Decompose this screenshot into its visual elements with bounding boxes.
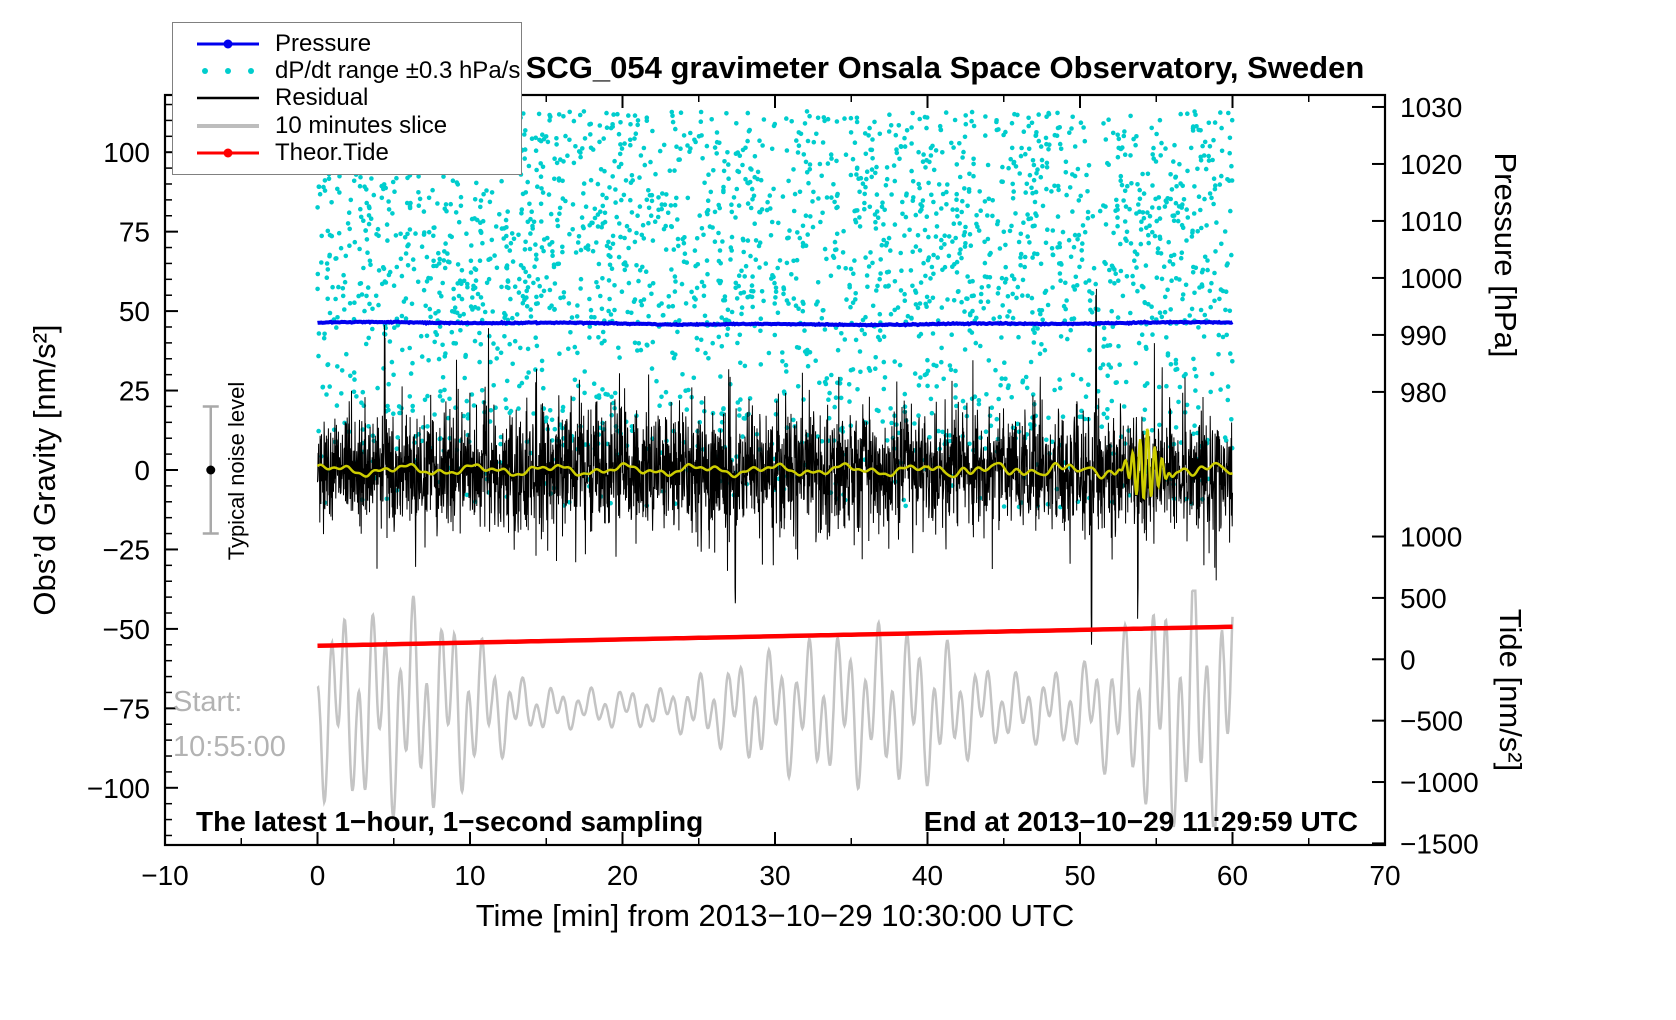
tide-axis-label: Tide [nm/s²] xyxy=(1493,608,1528,772)
tide-tick-label: −1000 xyxy=(1400,767,1479,798)
sampling-note: The latest 1−hour, 1−second sampling xyxy=(196,806,704,837)
legend-label-dpdt: dP/dt range ±0.3 hPa/s xyxy=(275,57,521,85)
x-tick-label: 0 xyxy=(310,860,326,891)
pressure-axis-label: Pressure [hPa] xyxy=(1488,152,1523,358)
gravity-tick-label: 100 xyxy=(103,137,150,168)
legend-label-pressure: Pressure xyxy=(275,29,372,57)
noise-level-label: Typical noise level xyxy=(224,381,249,561)
noise-level-dot xyxy=(206,465,216,475)
tide-tick-label: 1000 xyxy=(1400,522,1462,553)
gravity-axis-label: Obs’d Gravity [nm/s²] xyxy=(27,324,62,616)
frame-layer xyxy=(163,93,1387,847)
tide-tick-label: 0 xyxy=(1400,644,1416,675)
tide-tick-label: 500 xyxy=(1400,583,1447,614)
gravity-tick-label: −100 xyxy=(87,773,150,804)
x-tick-label: −10 xyxy=(141,860,189,891)
chart-title: SCG_054 gravimeter Onsala Space Observat… xyxy=(525,50,1365,85)
tide-tick-label: −500 xyxy=(1400,706,1463,737)
gravity-tick-label: −25 xyxy=(103,534,151,565)
start-time: 10:55:00 xyxy=(173,731,286,763)
gravity-tick-label: −75 xyxy=(103,693,151,724)
legend-item-pressure: Pressure xyxy=(193,30,511,57)
pressure-series xyxy=(317,319,1234,328)
pressure-tick-label: 1000 xyxy=(1400,263,1462,294)
residual-series xyxy=(317,288,1233,645)
gravity-tick-label: −50 xyxy=(103,614,151,645)
x-axis-label: Time [min] from 2013−10−29 10:30:00 UTC xyxy=(475,898,1075,933)
x-tick-label: 60 xyxy=(1217,860,1248,891)
legend-item-tide: Theor.Tide xyxy=(193,139,511,167)
tide-tick-label: −1500 xyxy=(1400,828,1479,859)
gravity-tick-label: 75 xyxy=(119,217,150,248)
tide-marker-icon xyxy=(197,148,259,158)
theor-tide-series xyxy=(317,624,1233,649)
residual-marker-icon xyxy=(197,97,259,100)
start-annotation: Start: 10:55:00 xyxy=(173,680,286,770)
pressure-tick-label: 990 xyxy=(1400,320,1447,351)
end-time-note: End at 2013−10−29 11:29:59 UTC xyxy=(923,806,1358,837)
x-tick-label: 10 xyxy=(454,860,485,891)
x-tick-label: 30 xyxy=(759,860,790,891)
legend-item-slice: 10 minutes slice xyxy=(193,112,511,139)
ten-minute-slice-series xyxy=(316,589,1234,828)
x-tick-label: 20 xyxy=(607,860,638,891)
start-label: Start: xyxy=(173,686,243,718)
legend-item-dpdt: dP/dt range ±0.3 hPa/s xyxy=(193,57,520,84)
pressure-marker-icon xyxy=(197,39,259,49)
residual-lowpass-series xyxy=(316,428,1234,501)
legend-item-residual: Residual xyxy=(193,84,511,112)
x-tick-label: 50 xyxy=(1064,860,1095,891)
tick-label-layer: −10 0 10 20 30 40 50 60 70−100−75−50−25025507510… xyxy=(87,92,1479,891)
series-layer xyxy=(315,109,1235,828)
x-tick-label: 70 xyxy=(1369,860,1400,891)
gravity-tick-label: 50 xyxy=(119,296,150,327)
pressure-tick-label: 980 xyxy=(1400,377,1447,408)
legend-label-slice: 10 minutes slice xyxy=(275,111,448,139)
pressure-tick-label: 1020 xyxy=(1400,149,1462,180)
dpdt-marker-icon xyxy=(202,68,254,75)
slice-marker-icon xyxy=(197,123,259,128)
pressure-tick-label: 1010 xyxy=(1400,206,1462,237)
legend: Pressure dP/dt range ±0.3 hPa/s Residual… xyxy=(172,22,522,175)
legend-label-tide: Theor.Tide xyxy=(275,139,389,167)
pressure-tick-label: 1030 xyxy=(1400,92,1462,123)
gravity-tick-label: 0 xyxy=(134,455,150,486)
gravity-tick-label: 25 xyxy=(119,376,150,407)
x-tick-label: 40 xyxy=(912,860,943,891)
legend-label-residual: Residual xyxy=(275,84,369,112)
